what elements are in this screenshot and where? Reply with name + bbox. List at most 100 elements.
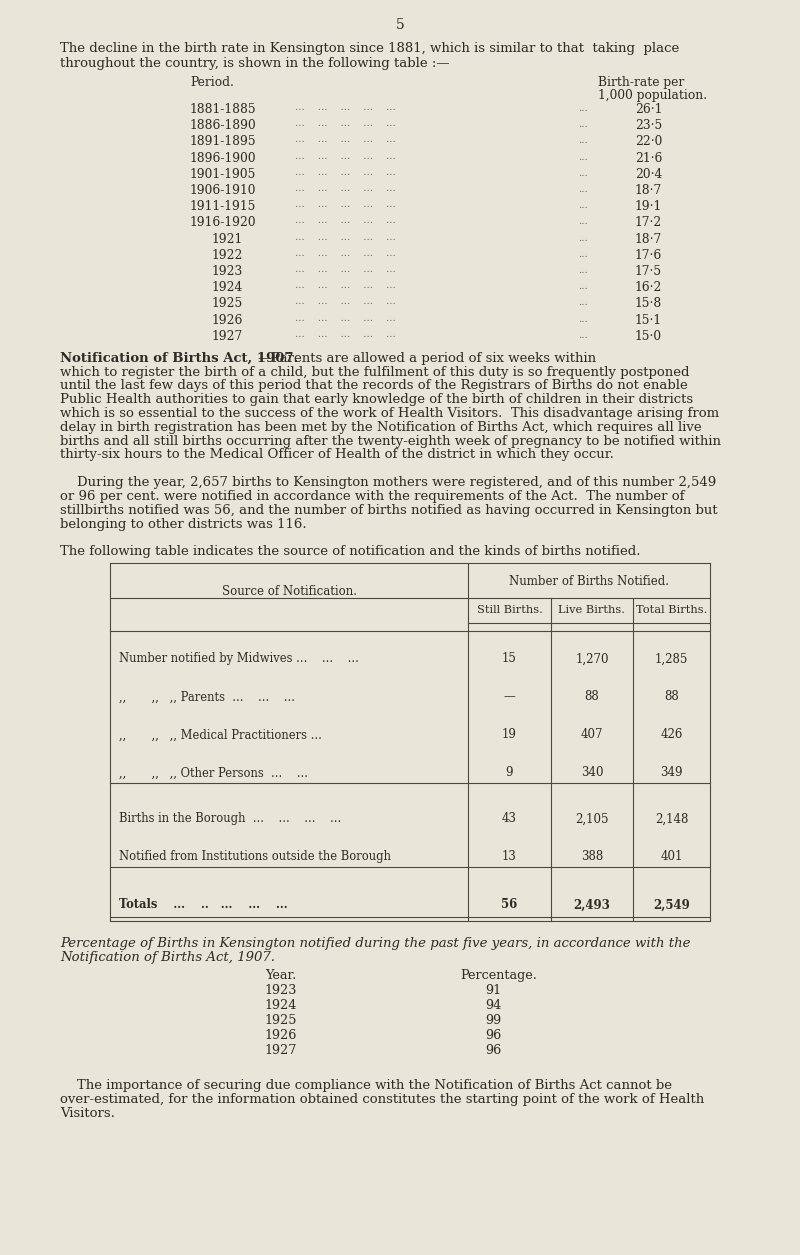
- Text: 23·5: 23·5: [635, 119, 662, 132]
- Text: 56: 56: [502, 899, 518, 911]
- Text: Percentage.: Percentage.: [460, 969, 537, 983]
- Text: 96: 96: [485, 1029, 502, 1043]
- Text: 15: 15: [502, 653, 517, 665]
- Text: 99: 99: [485, 1014, 502, 1028]
- Text: ...    ...    ...    ...    ...: ... ... ... ... ...: [295, 184, 396, 193]
- Text: 2,549: 2,549: [653, 899, 690, 911]
- Text: 388: 388: [581, 851, 603, 863]
- Text: 20·4: 20·4: [635, 168, 662, 181]
- Text: over-estimated, for the information obtained constitutes the starting point of t: over-estimated, for the information obta…: [60, 1093, 704, 1107]
- Text: 1896-1900: 1896-1900: [190, 152, 257, 164]
- Text: 1881-1885: 1881-1885: [190, 103, 257, 115]
- Text: —: —: [504, 690, 515, 703]
- Text: ...    ...    ...    ...    ...: ... ... ... ... ...: [295, 103, 396, 112]
- Text: which to register the birth of a child, but the fulfilment of this duty is so fr: which to register the birth of a child, …: [60, 365, 690, 379]
- Text: Number of Births Notified.: Number of Births Notified.: [509, 575, 669, 589]
- Text: belonging to other districts was 116.: belonging to other districts was 116.: [60, 517, 306, 531]
- Text: ,,       ,,   ,, Other Persons  ...    ...: ,, ,, ,, Other Persons ... ...: [119, 767, 308, 779]
- Text: or 96 per cent. were notified in accordance with the requirements of the Act.  T: or 96 per cent. were notified in accorda…: [60, 489, 685, 503]
- Text: Total Births.: Total Births.: [636, 605, 707, 615]
- Text: 94: 94: [485, 999, 502, 1013]
- Text: 2,148: 2,148: [655, 812, 688, 826]
- Text: which is so essential to the success of the work of Health Visitors.  This disad: which is so essential to the success of …: [60, 407, 719, 420]
- Text: Percentage of Births in Kensington notified during the past five years, in accor: Percentage of Births in Kensington notif…: [60, 937, 690, 950]
- Text: throughout the country, is shown in the following table :—: throughout the country, is shown in the …: [60, 56, 450, 70]
- Text: 1927: 1927: [265, 1044, 298, 1058]
- Text: ...: ...: [578, 184, 588, 195]
- Text: 1924: 1924: [212, 281, 243, 294]
- Text: 401: 401: [660, 851, 682, 863]
- Text: 15·8: 15·8: [635, 297, 662, 310]
- Text: Period.: Period.: [190, 77, 234, 89]
- Text: 17·2: 17·2: [635, 216, 662, 230]
- Text: 43: 43: [502, 812, 517, 826]
- Text: 18·7: 18·7: [635, 184, 662, 197]
- Text: 1,285: 1,285: [655, 653, 688, 665]
- Text: 15·0: 15·0: [635, 330, 662, 343]
- Text: The decline in the birth rate in Kensington since 1881, which is similar to that: The decline in the birth rate in Kensing…: [60, 41, 679, 55]
- Text: ...: ...: [578, 250, 588, 259]
- Text: 1925: 1925: [212, 297, 243, 310]
- Text: 349: 349: [660, 767, 682, 779]
- Text: 13: 13: [502, 851, 517, 863]
- Text: 1922: 1922: [212, 248, 243, 262]
- Text: 1923: 1923: [265, 984, 298, 998]
- Text: ...    ...    ...    ...    ...: ... ... ... ... ...: [295, 152, 396, 161]
- Text: During the year, 2,657 births to Kensington mothers were registered, and of this: During the year, 2,657 births to Kensing…: [60, 476, 716, 489]
- Text: 1906-1910: 1906-1910: [190, 184, 257, 197]
- Text: ...    ...    ...    ...    ...: ... ... ... ... ...: [295, 136, 396, 144]
- Text: The importance of securing due compliance with the Notification of Births Act ca: The importance of securing due complianc…: [60, 1079, 672, 1092]
- Text: 19·1: 19·1: [635, 201, 662, 213]
- Text: 16·2: 16·2: [635, 281, 662, 294]
- Text: ...    ...    ...    ...    ...: ... ... ... ... ...: [295, 168, 396, 177]
- Text: 96: 96: [485, 1044, 502, 1058]
- Text: 407: 407: [581, 728, 603, 742]
- Text: 17·5: 17·5: [635, 265, 662, 279]
- Text: 1921: 1921: [212, 232, 243, 246]
- Text: 1927: 1927: [212, 330, 243, 343]
- Text: ...: ...: [578, 201, 588, 210]
- Text: ...: ...: [578, 153, 588, 162]
- Text: thirty-six hours to the Medical Officer of Health of the district in which they : thirty-six hours to the Medical Officer …: [60, 448, 614, 462]
- Text: ...    ...    ...    ...    ...: ... ... ... ... ...: [295, 216, 396, 226]
- Text: ,,       ,,   ,, Parents  ...    ...    ...: ,, ,, ,, Parents ... ... ...: [119, 690, 295, 703]
- Text: 17·6: 17·6: [635, 248, 662, 262]
- Text: 1886-1890: 1886-1890: [190, 119, 257, 132]
- Text: ...    ...    ...    ...    ...: ... ... ... ... ...: [295, 248, 396, 257]
- Text: 426: 426: [660, 728, 682, 742]
- Text: ...: ...: [578, 169, 588, 178]
- Text: 21·6: 21·6: [635, 152, 662, 164]
- Text: Births in the Borough  ...    ...    ...    ...: Births in the Borough ... ... ... ...: [119, 812, 342, 826]
- Text: Notification of Births Act, 1907.: Notification of Births Act, 1907.: [60, 951, 275, 964]
- Text: 1,270: 1,270: [575, 653, 609, 665]
- Text: ...: ...: [578, 315, 588, 324]
- Text: ...: ...: [578, 299, 588, 307]
- Text: ...    ...    ...    ...    ...: ... ... ... ... ...: [295, 330, 396, 339]
- Text: 88: 88: [664, 690, 679, 703]
- Text: 340: 340: [581, 767, 603, 779]
- Text: Year.: Year.: [265, 969, 296, 983]
- Text: 26·1: 26·1: [635, 103, 662, 115]
- Text: 15·1: 15·1: [635, 314, 662, 326]
- Text: ...: ...: [578, 137, 588, 146]
- Text: 1901-1905: 1901-1905: [190, 168, 256, 181]
- Text: 18·7: 18·7: [635, 232, 662, 246]
- Text: 1923: 1923: [212, 265, 243, 279]
- Text: ,,       ,,   ,, Medical Practitioners ...: ,, ,, ,, Medical Practitioners ...: [119, 728, 322, 742]
- Text: The following table indicates the source of notification and the kinds of births: The following table indicates the source…: [60, 546, 641, 558]
- Text: ...    ...    ...    ...    ...: ... ... ... ... ...: [295, 265, 396, 274]
- Text: ...    ...    ...    ...    ...: ... ... ... ... ...: [295, 314, 396, 323]
- Text: 1,000 population.: 1,000 population.: [598, 89, 707, 102]
- Text: stillbirths notified was 56, and the number of births notified as having occurre: stillbirths notified was 56, and the num…: [60, 503, 718, 517]
- Text: until the last few days of this period that the records of the Registrars of Bir: until the last few days of this period t…: [60, 379, 688, 393]
- Text: births and all still births occurring after the twenty-eighth week of pregnancy : births and all still births occurring af…: [60, 434, 721, 448]
- Text: delay in birth registration has been met by the Notification of Births Act, whic: delay in birth registration has been met…: [60, 420, 702, 434]
- Text: ...    ...    ...    ...    ...: ... ... ... ... ...: [295, 281, 396, 290]
- Text: Notification of Births Act, 1907.: Notification of Births Act, 1907.: [60, 351, 298, 365]
- Text: Live Births.: Live Births.: [558, 605, 626, 615]
- Text: 1925: 1925: [265, 1014, 298, 1028]
- Text: 22·0: 22·0: [635, 136, 662, 148]
- Text: 2,105: 2,105: [575, 812, 609, 826]
- Text: 1891-1895: 1891-1895: [190, 136, 257, 148]
- Text: Visitors.: Visitors.: [60, 1107, 115, 1121]
